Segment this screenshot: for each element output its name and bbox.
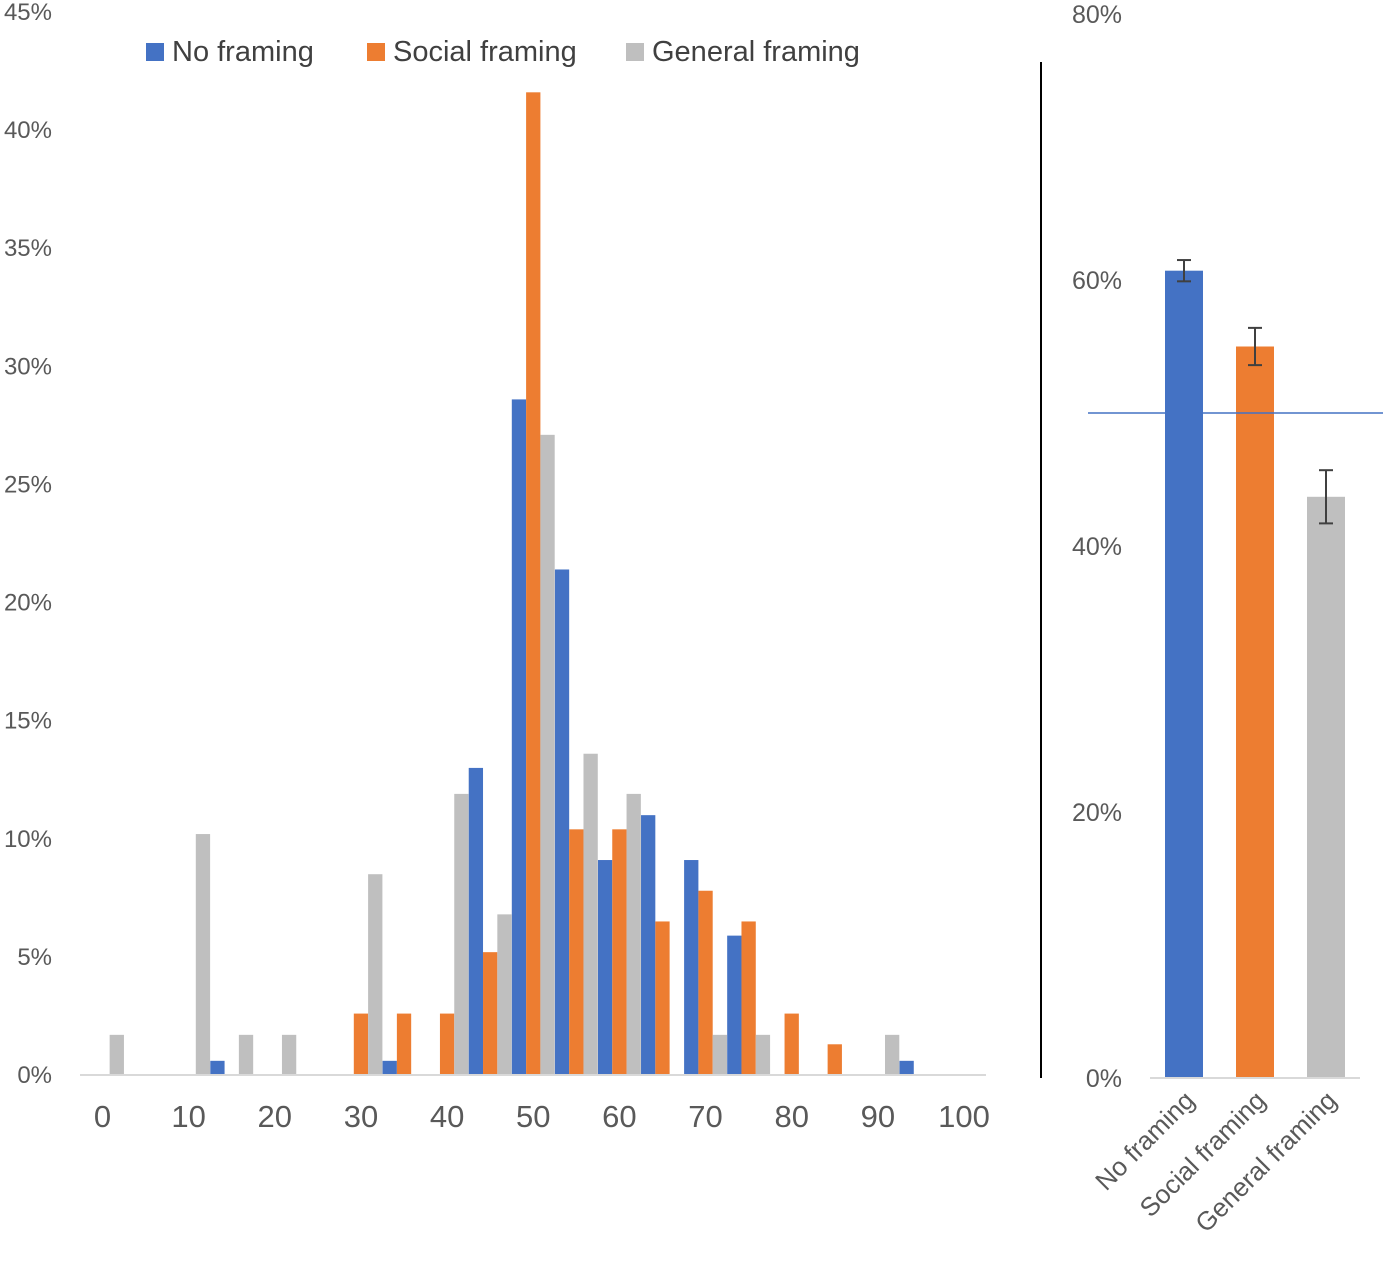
bar-general-framing-10 [195, 834, 211, 1075]
y-tick-label: 25% [4, 471, 52, 498]
bar-no-framing-35 [382, 1060, 397, 1075]
y-tick-label: 15% [4, 708, 52, 735]
bar-no-framing-75 [727, 935, 742, 1075]
x-tick-label: 90 [861, 1099, 895, 1134]
y-tick-label: 30% [4, 353, 52, 380]
x-tick-label: 40 [430, 1099, 464, 1134]
bar-social-framing-45 [483, 952, 498, 1075]
bar-social-framing-50 [526, 92, 541, 1075]
bar-social-framing-70 [698, 890, 713, 1075]
y-tick-label: 80% [1072, 1, 1122, 29]
bar-general-framing-50 [540, 434, 555, 1075]
bar-no-framing-95 [899, 1060, 914, 1075]
bar-general-framing-45 [497, 914, 512, 1075]
y-tick-label: 0% [1086, 1065, 1122, 1093]
bar-general-framing-55 [583, 753, 598, 1075]
bar-social-framing-40 [439, 1013, 455, 1075]
bar-no-framing-60 [597, 860, 613, 1075]
x-tick-label: 100 [938, 1099, 990, 1134]
bar-social-framing-30 [353, 1013, 369, 1075]
bar-no-framing-50 [511, 399, 527, 1076]
x-tick-label: 70 [688, 1099, 722, 1134]
legend-swatch-general-framing [626, 43, 644, 61]
bar-general-framing-75 [755, 1034, 771, 1075]
bar-social-framing-80 [784, 1013, 799, 1075]
x-tick-label: 20 [258, 1099, 292, 1134]
y-tick-label: 0% [17, 1062, 52, 1089]
bar-no-framing-45 [468, 767, 484, 1075]
bar-general-framing-40 [454, 793, 469, 1075]
y-tick-label: 5% [17, 944, 52, 971]
bar-general-framing-30 [368, 874, 383, 1075]
legend-swatch-no-framing [146, 43, 164, 61]
bar-general-framing-70 [712, 1034, 727, 1075]
bar-no-framing-15 [210, 1060, 225, 1075]
bar-no-framing-55 [554, 569, 570, 1075]
y-tick-label: 60% [1072, 267, 1122, 295]
bar-social-framing-65 [655, 921, 670, 1075]
bar-general-framing-20 [281, 1034, 297, 1075]
y-tick-label: 20% [4, 590, 52, 617]
x-tick-label: 60 [602, 1099, 636, 1134]
legend-swatch-social-framing [367, 43, 385, 61]
bar-general-framing-60 [626, 793, 641, 1075]
bar-general-framing-15 [238, 1034, 254, 1075]
bar-general-framing [1307, 496, 1345, 1078]
histogram-chart: 0% 5% 10% 15% 20% 25% 30% 35% 40% 45% 0 10 20 30 40 50 6… [4, 0, 1042, 1134]
bar-no-framing [1165, 270, 1203, 1078]
x-tick-label: 80 [774, 1099, 808, 1134]
x-category-label-social-framing: Social framing [1134, 1085, 1272, 1223]
bar-social-framing-75 [741, 921, 756, 1075]
x-tick-label: 10 [171, 1099, 205, 1134]
bar-social-framing [1236, 346, 1274, 1078]
bar-general-framing-0 [109, 1034, 124, 1075]
bar-social-framing-60 [612, 829, 627, 1075]
y-tick-label: 35% [4, 235, 52, 262]
x-tick-label: 30 [344, 1099, 378, 1134]
x-tick-label: 50 [516, 1099, 550, 1134]
y-tick-label: 40% [1072, 533, 1122, 561]
bar-no-framing-65 [641, 815, 656, 1075]
x-tick-label: 0 [94, 1099, 111, 1134]
y-tick-label: 40% [4, 117, 52, 144]
legend-label-general-framing: General framing [652, 36, 860, 68]
y-tick-label: 20% [1072, 799, 1122, 827]
bar-no-framing-70 [684, 860, 699, 1075]
bar-general-framing-90 [885, 1034, 900, 1075]
bar-social-framing-85 [827, 1044, 842, 1075]
y-tick-label: 10% [4, 826, 52, 853]
bar-social-framing-35 [396, 1013, 412, 1075]
legend-label-no-framing: No framing [172, 36, 314, 68]
y-tick-label: 45% [4, 0, 52, 26]
legend-label-social-framing: Social framing [393, 36, 577, 68]
bar-social-framing-55 [569, 829, 584, 1075]
